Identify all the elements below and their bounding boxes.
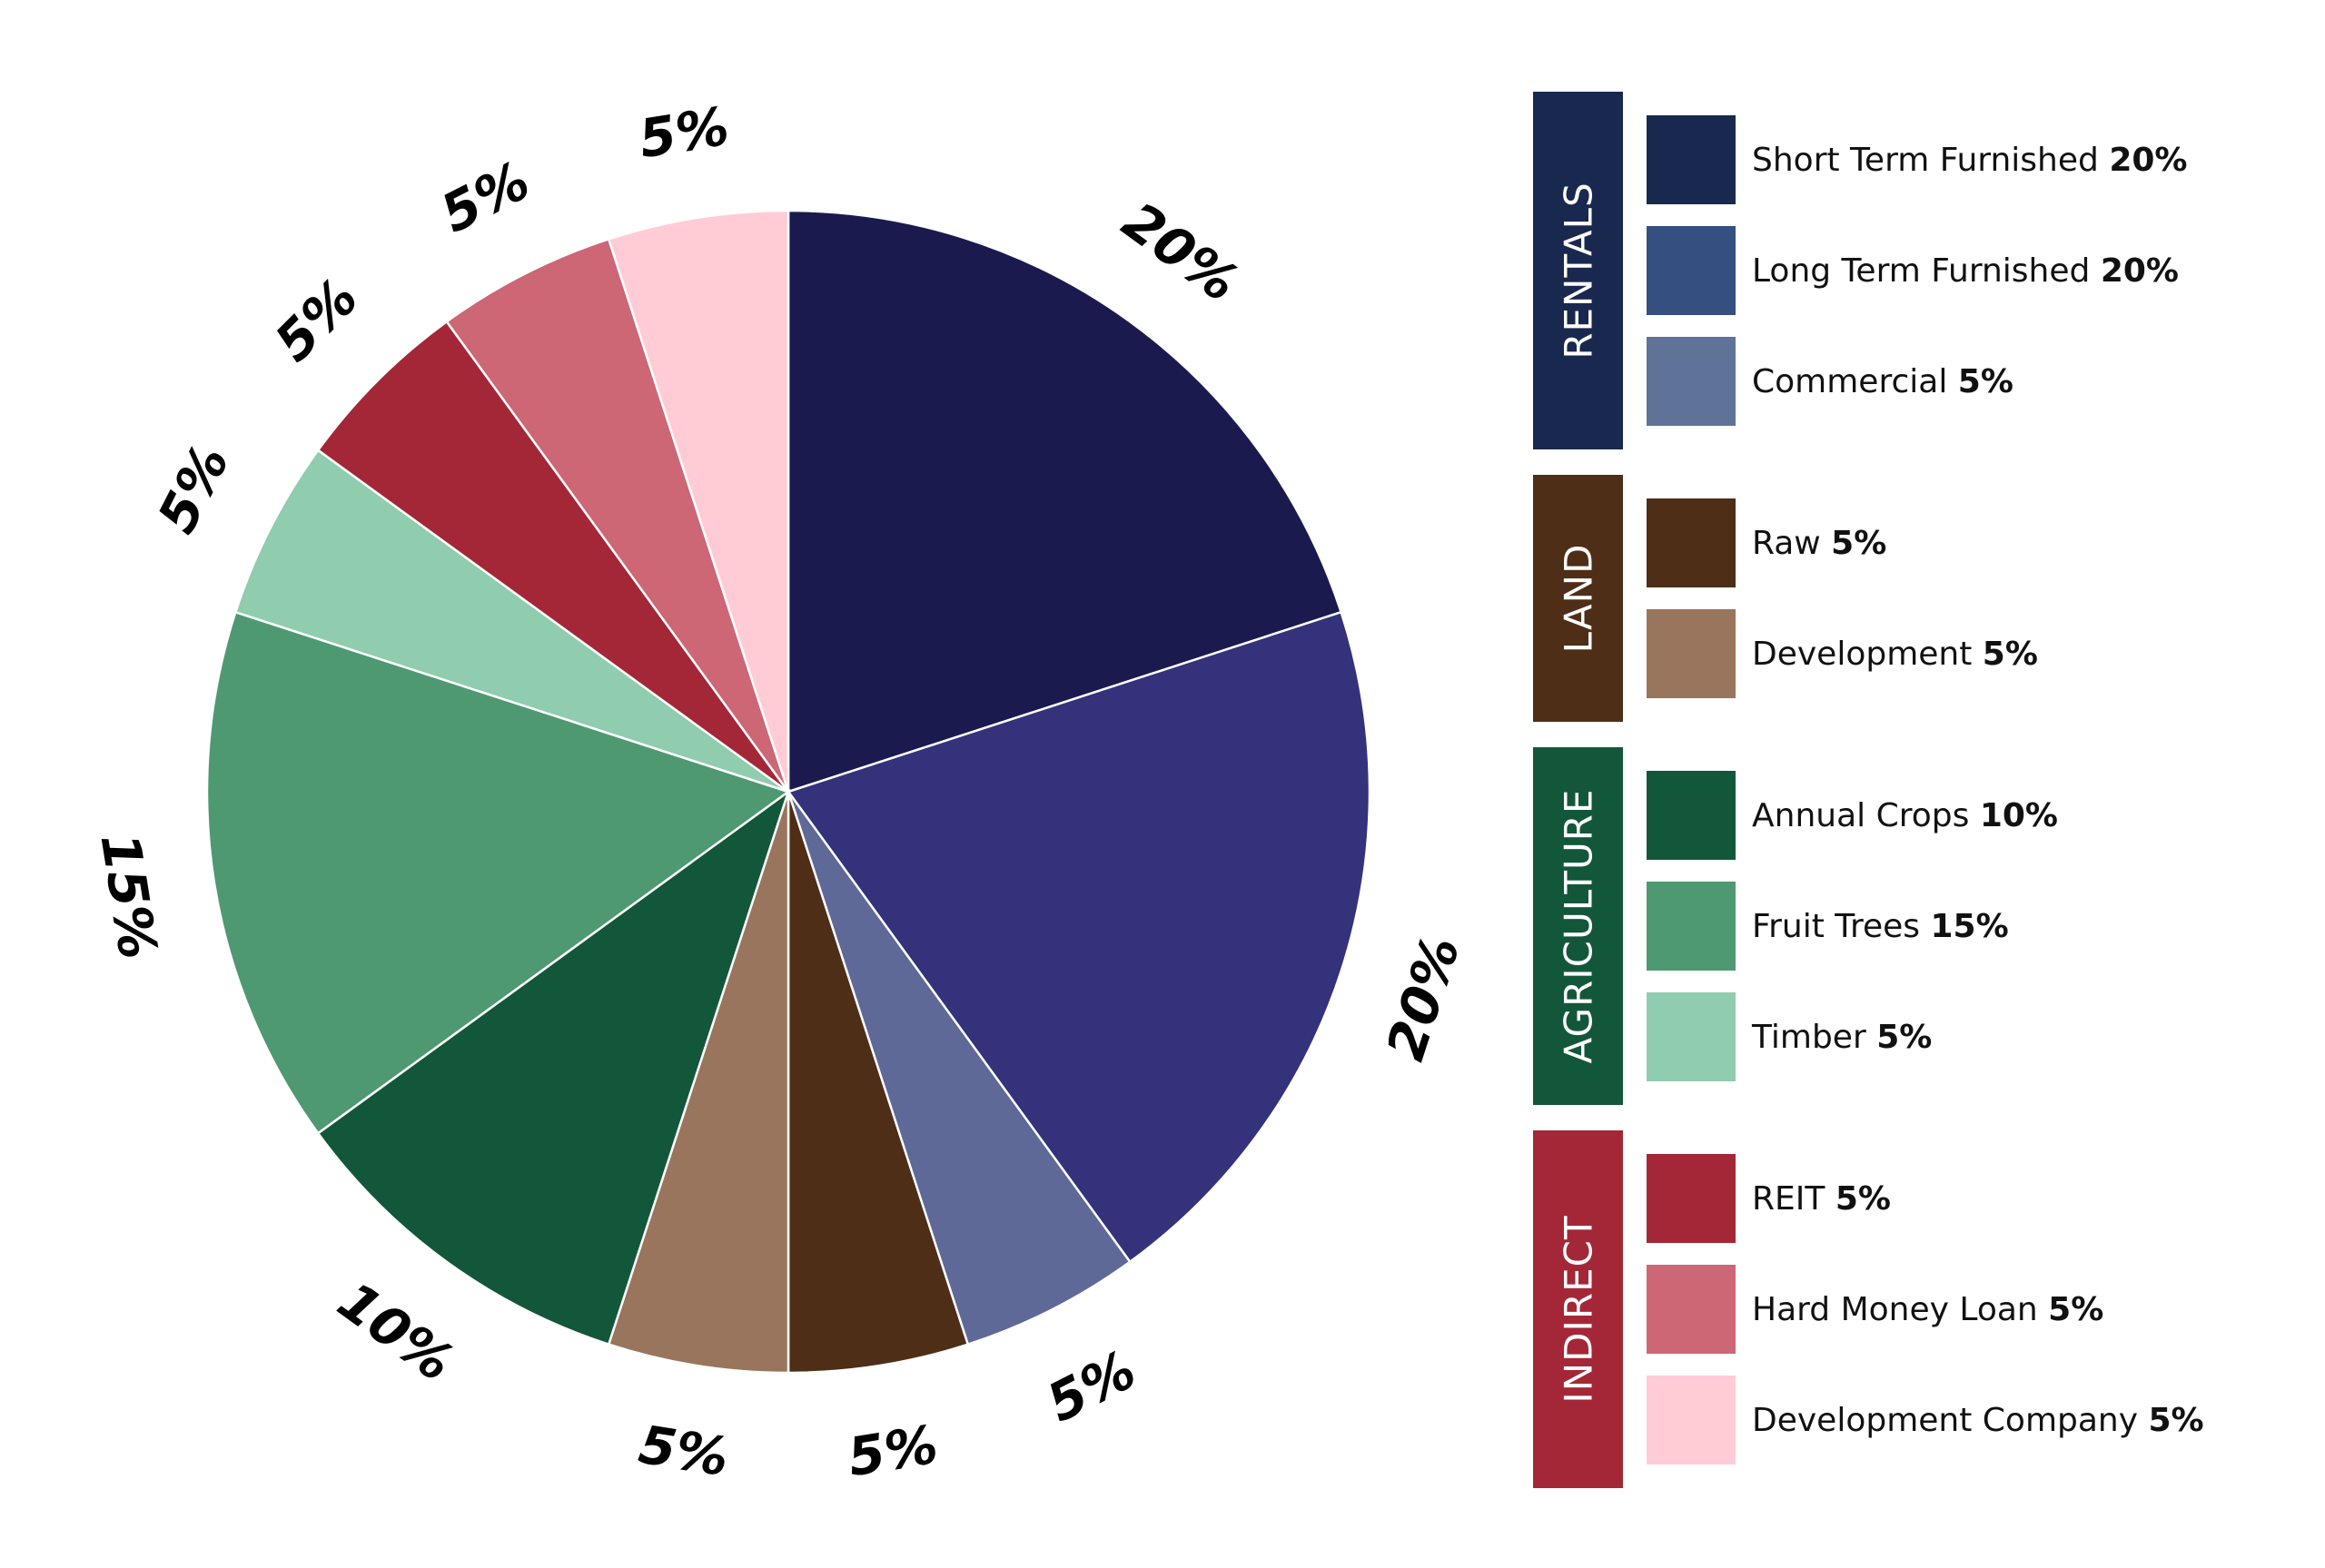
pie-slice-timber xyxy=(233,449,789,794)
legend-item-name: Annual Crops xyxy=(1752,796,1980,834)
pie-label-commercial: 5% xyxy=(1037,1338,1145,1434)
legend-group-title: LAND xyxy=(1556,543,1600,654)
legend-group-band: LAND xyxy=(1533,475,1623,722)
pie-slice-commercial xyxy=(787,791,1132,1346)
legend-group-band: INDIRECT xyxy=(1533,1130,1623,1488)
pie-label-long-term-furnished: 20% xyxy=(1374,929,1472,1068)
legend-item-label: Commercial 5% xyxy=(1752,363,2013,400)
legend-item-percent: 20% xyxy=(2109,141,2188,179)
legend-item-label: Long Term Furnished 20% xyxy=(1752,252,2179,290)
pie-label-fruit-trees: 15% xyxy=(89,829,170,963)
legend-item-label: Hard Money Loan 5% xyxy=(1752,1291,2103,1328)
legend-group-land: LAND Raw 5% Development 5% xyxy=(1533,475,2223,722)
legend-group-items: REIT 5% Hard Money Loan 5% Development Com… xyxy=(1647,1130,2204,1488)
legend-swatch xyxy=(1647,1265,1736,1354)
legend-swatch xyxy=(1647,337,1736,426)
legend-item-name: REIT xyxy=(1752,1179,1835,1218)
legend-swatch xyxy=(1647,226,1736,315)
pie-label-timber: 5% xyxy=(145,435,241,543)
legend-group-band: AGRICULTURE xyxy=(1533,747,1623,1105)
legend-swatch xyxy=(1647,115,1736,204)
legend-group-items: Raw 5% Development 5% xyxy=(1647,475,2038,722)
pie-slice-raw xyxy=(787,791,970,1375)
legend-item-percent: 5% xyxy=(1957,362,2013,400)
pie-slice-fruit-trees xyxy=(205,610,791,1135)
legend-item-label: REIT 5% xyxy=(1752,1180,1891,1218)
pie-label-short-term-furnished: 20% xyxy=(1112,190,1250,314)
legend-item-percent: 5% xyxy=(2048,1290,2104,1328)
legend: RENTALS Short Term Furnished 20% Long Term… xyxy=(1533,92,2223,1514)
pie-slice-development-company xyxy=(607,209,790,793)
pie-label-hard-money-loan: 5% xyxy=(431,149,539,244)
legend-swatch xyxy=(1647,609,1736,698)
legend-item-name: Raw xyxy=(1752,524,1832,562)
legend-item-development: Development 5% xyxy=(1647,609,2038,698)
legend-item-commercial: Commercial 5% xyxy=(1647,337,2187,426)
legend-item-hard-money-loan: Hard Money Loan 5% xyxy=(1647,1265,2204,1354)
pie-slice-development xyxy=(607,791,790,1375)
legend-item-name: Timber xyxy=(1752,1018,1877,1056)
legend-item-label: Short Term Furnished 20% xyxy=(1752,142,2187,179)
legend-group-indirect: INDIRECT REIT 5% Hard Money Loan 5% Develop… xyxy=(1533,1130,2223,1488)
legend-swatch xyxy=(1647,771,1736,860)
legend-item-raw: Raw 5% xyxy=(1647,498,2038,587)
legend-item-percent: 5% xyxy=(1876,1018,1933,1056)
legend-item-percent: 5% xyxy=(1831,524,1887,562)
legend-item-timber: Timber 5% xyxy=(1647,992,2058,1081)
pie-slice-reit xyxy=(316,320,790,794)
legend-group-title: RENTALS xyxy=(1556,182,1600,360)
pie-slice-hard-money-loan xyxy=(445,237,790,793)
pie-label-reit: 5% xyxy=(262,266,370,373)
legend-group-band: RENTALS xyxy=(1533,92,1623,449)
legend-item-label: Annual Crops 10% xyxy=(1752,797,2058,834)
legend-swatch xyxy=(1647,882,1736,971)
legend-swatch xyxy=(1647,1154,1736,1243)
pie-slices xyxy=(205,209,1371,1375)
legend-group-items: Short Term Furnished 20% Long Term Furnis… xyxy=(1647,92,2187,449)
legend-group-title: AGRICULTURE xyxy=(1556,788,1600,1064)
pie-slice-long-term-furnished xyxy=(786,610,1371,1264)
pie-slice-annual-crops xyxy=(316,788,791,1346)
legend-item-annual-crops: Annual Crops 10% xyxy=(1647,771,2058,860)
legend-item-name: Short Term Furnished xyxy=(1752,141,2110,179)
legend-item-percent: 10% xyxy=(1979,796,2058,834)
pie-label-development: 5% xyxy=(635,1414,733,1489)
legend-item-label: Fruit Trees 15% xyxy=(1752,908,2009,945)
legend-item-name: Development Company xyxy=(1752,1401,2149,1439)
legend-group-agriculture: AGRICULTURE Annual Crops 10% Fruit Trees 1… xyxy=(1533,747,2223,1105)
legend-item-reit: REIT 5% xyxy=(1647,1154,2204,1243)
legend-item-percent: 15% xyxy=(1930,907,2009,945)
legend-item-fruit-trees: Fruit Trees 15% xyxy=(1647,882,2058,971)
legend-item-percent: 5% xyxy=(1982,635,2038,673)
legend-item-label: Development 5% xyxy=(1752,636,2038,673)
pie-label-development-company: 5% xyxy=(635,95,733,171)
legend-item-name: Hard Money Loan xyxy=(1752,1290,2049,1328)
pie-label-raw: 5% xyxy=(844,1414,942,1489)
pie-slice-short-term-furnished xyxy=(787,209,1343,794)
legend-item-percent: 5% xyxy=(1835,1179,1891,1218)
legend-item-name: Development xyxy=(1752,635,1983,673)
legend-swatch xyxy=(1647,498,1736,587)
legend-group-items: Annual Crops 10% Fruit Trees 15% Timber 5% xyxy=(1647,747,2058,1105)
legend-item-name: Commercial xyxy=(1752,362,1958,400)
legend-item-label: Raw 5% xyxy=(1752,525,1886,562)
legend-item-percent: 20% xyxy=(2100,251,2179,290)
legend-group-rentals: RENTALS Short Term Furnished 20% Long Term… xyxy=(1533,92,2223,449)
legend-group-title: INDIRECT xyxy=(1556,1215,1600,1404)
legend-item-name: Fruit Trees xyxy=(1752,907,1931,945)
legend-item-short-term-furnished: Short Term Furnished 20% xyxy=(1647,115,2187,204)
pie-chart: 20%20%5%5%5%10%15%5%5%5%5% xyxy=(89,95,1472,1489)
legend-item-percent: 5% xyxy=(2148,1401,2204,1439)
legend-item-name: Long Term Furnished xyxy=(1752,251,2101,290)
legend-swatch xyxy=(1647,992,1736,1081)
legend-swatch xyxy=(1647,1376,1736,1464)
legend-item-development-company: Development Company 5% xyxy=(1647,1376,2204,1464)
legend-item-label: Development Company 5% xyxy=(1752,1402,2204,1439)
legend-item-long-term-furnished: Long Term Furnished 20% xyxy=(1647,226,2187,315)
legend-item-label: Timber 5% xyxy=(1752,1019,1932,1056)
pie-label-annual-crops: 10% xyxy=(327,1269,465,1394)
